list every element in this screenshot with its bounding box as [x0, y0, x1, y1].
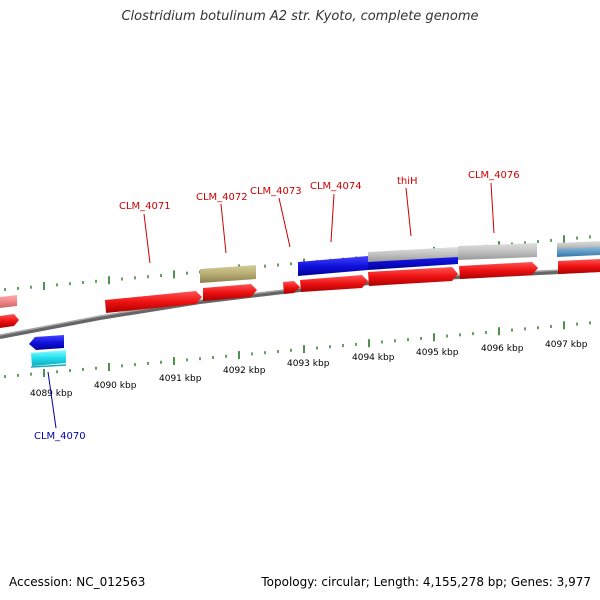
gene-label-clm4074: CLM_4074 — [310, 181, 362, 192]
leader-clm4072 — [220, 203, 227, 254]
kbp-label-4094: 4094 kbp — [352, 353, 395, 363]
outer-tick-ring — [4, 235, 591, 292]
kbp-label-4091: 4091 kbp — [159, 374, 202, 384]
leader-clm4073 — [278, 197, 291, 248]
pink-feature-edge[interactable] — [0, 295, 17, 308]
leader-clm4076 — [490, 182, 495, 234]
gene-arrow-clm4076[interactable] — [459, 262, 538, 279]
gene-arrow-clm4074[interactable] — [300, 275, 368, 292]
leader-clm4071 — [143, 213, 151, 264]
gene-arrow-edge-left[interactable] — [0, 314, 19, 328]
gene-arrow-clm4070[interactable] — [29, 335, 64, 350]
kbp-label-4095: 4095 kbp — [416, 348, 459, 358]
gene-label-clm4070: CLM_4070 — [34, 431, 86, 442]
gene-label-thih: thiH — [397, 176, 418, 187]
forward-genes — [0, 259, 600, 328]
gene-arrow-clm4071[interactable] — [105, 291, 202, 313]
leader-thih — [405, 187, 412, 237]
kbp-scale: 4089 kbp 4090 kbp 4091 kbp 4092 kbp 4093… — [30, 340, 588, 399]
gene-arrow-edge-right[interactable] — [558, 259, 600, 274]
gene-label-clm4073: CLM_4073 — [250, 186, 302, 197]
leader-clm4070 — [47, 371, 57, 429]
map-title: Clostridium botulinum A2 str. Kyoto, com… — [121, 9, 479, 24]
leader-clm4074 — [330, 193, 335, 243]
accession-text: Accession: NC_012563 — [9, 575, 146, 589]
gene-arrow-clm4073[interactable] — [283, 281, 300, 294]
kbp-label-4092: 4092 kbp — [223, 366, 266, 376]
topology-text: Topology: circular; Length: 4,155,278 bp… — [261, 575, 591, 589]
gene-arrow-clm4072[interactable] — [203, 284, 257, 301]
kbp-label-4096: 4096 kbp — [481, 344, 524, 354]
kbp-label-4090: 4090 kbp — [94, 381, 137, 391]
label-leaders — [47, 182, 495, 429]
feature-track-outer — [0, 241, 600, 308]
cyan-feature-underline — [30, 364, 67, 368]
inner-tick-ring — [4, 321, 591, 379]
gene-labels: CLM_4070 CLM_4071 CLM_4072 CLM_4073 CLM_… — [34, 170, 520, 442]
reverse-genes — [29, 335, 67, 368]
gray-feature-thih[interactable] — [368, 247, 458, 262]
gene-arrow-thih[interactable] — [368, 267, 458, 286]
genome-backbone-inner — [0, 267, 600, 336]
steel-feature-edge[interactable] — [557, 247, 600, 257]
gray-feature-clm4076[interactable] — [458, 243, 537, 260]
kbp-label-4093: 4093 kbp — [287, 359, 330, 369]
gene-label-clm4072: CLM_4072 — [196, 192, 248, 203]
olive-feature[interactable] — [200, 265, 256, 283]
gene-label-clm4071: CLM_4071 — [119, 201, 171, 212]
genome-backbone-outer — [0, 268, 600, 339]
gene-label-clm4076: CLM_4076 — [468, 170, 520, 181]
blue-feature-clm4074[interactable] — [298, 256, 368, 276]
kbp-label-4097: 4097 kbp — [545, 340, 588, 350]
cyan-feature-clm4070[interactable] — [31, 350, 66, 366]
